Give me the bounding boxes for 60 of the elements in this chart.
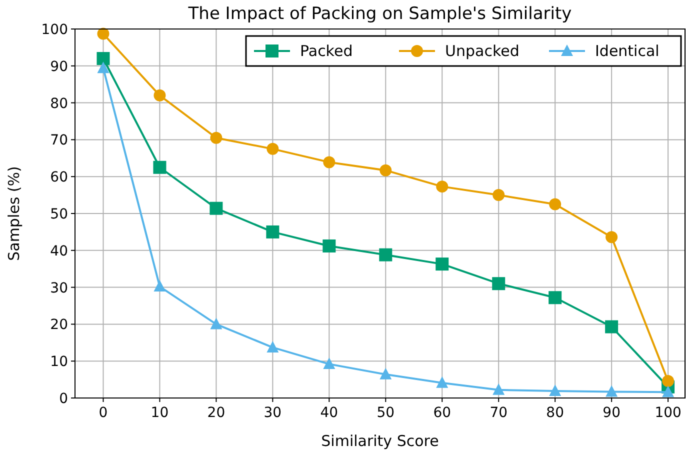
point [323, 156, 336, 168]
point [605, 320, 618, 334]
x-tick-label: 30 [264, 405, 282, 421]
point [492, 277, 506, 290]
point [549, 198, 562, 210]
y-tick-label: 20 [50, 317, 68, 334]
x-tick-label: 70 [490, 405, 508, 421]
x-axis-title: Similarity Score [321, 432, 439, 450]
y-tick-label: 60 [50, 170, 68, 186]
point [662, 386, 674, 398]
point [97, 62, 110, 74]
y-tick-label: 10 [50, 354, 68, 370]
point [548, 291, 562, 304]
point [96, 52, 110, 66]
point [379, 248, 392, 262]
x-tick-label: 40 [320, 405, 338, 421]
y-tick-label: 0 [59, 391, 68, 407]
y-tick-label: 50 [50, 206, 68, 222]
x-tick-label: 0 [98, 405, 108, 421]
point [436, 180, 448, 193]
point [266, 142, 279, 155]
legend-label: Packed [300, 42, 353, 60]
point [323, 358, 336, 370]
y-tick-label: 90 [50, 58, 68, 75]
point [154, 280, 166, 292]
y-tick-label: 100 [41, 22, 68, 38]
point [210, 132, 222, 144]
point [266, 340, 279, 352]
x-tick-label: 90 [602, 405, 620, 421]
point [380, 164, 392, 176]
point [492, 189, 505, 202]
x-tick-label: 20 [207, 405, 226, 421]
y-tick-label: 70 [50, 132, 68, 149]
point [662, 375, 674, 388]
point [210, 202, 223, 215]
x-tick-label: 50 [376, 405, 395, 421]
point [154, 89, 166, 102]
point [436, 258, 449, 271]
y-tick-label: 80 [50, 96, 68, 112]
x-tick-label: 100 [654, 405, 682, 421]
point [97, 28, 110, 40]
legend-label: Unpacked [445, 42, 520, 60]
x-tick-label: 10 [150, 405, 169, 421]
point [210, 318, 222, 330]
point [606, 385, 618, 397]
point [549, 384, 562, 396]
chart-title: The Impact of Packing on Sample's Similarity [187, 4, 572, 24]
point [606, 231, 618, 244]
legend-label: Identical [595, 42, 660, 60]
x-tick-label: 80 [546, 405, 564, 421]
point [436, 376, 448, 388]
x-tick-label: 60 [433, 405, 452, 421]
y-axis-title: Samples (%) [5, 166, 23, 261]
y-tick-label: 40 [50, 243, 68, 260]
point [153, 160, 166, 174]
point [380, 368, 392, 380]
point [492, 383, 505, 395]
point [266, 225, 280, 238]
point [322, 239, 336, 252]
y-tick-label: 30 [50, 280, 68, 296]
